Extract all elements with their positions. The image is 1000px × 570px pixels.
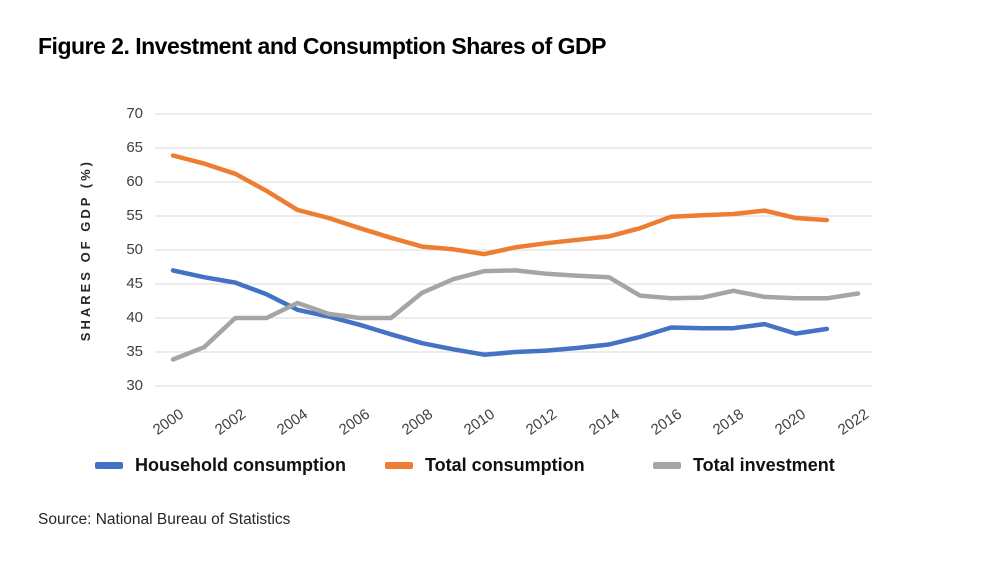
x-tick-label: 2004 <box>274 405 312 439</box>
x-tick-label: 2008 <box>398 405 436 439</box>
legend-item-total-consumption: Total consumption <box>385 453 585 477</box>
legend-label: Total investment <box>693 454 835 475</box>
x-tick-label: 2022 <box>834 405 872 439</box>
y-tick-label: 55 <box>126 207 143 224</box>
x-tick-label: 2006 <box>336 405 374 439</box>
x-tick-label: 2000 <box>149 405 187 439</box>
y-tick-label: 30 <box>126 377 143 394</box>
y-tick-label: 60 <box>126 173 143 190</box>
y-tick-label: 40 <box>126 309 143 326</box>
x-tick-label: 2002 <box>211 405 249 439</box>
x-tick-label: 2014 <box>585 405 623 439</box>
y-tick-label: 45 <box>126 275 143 292</box>
x-tick-label: 2010 <box>460 405 498 439</box>
legend-label: Total consumption <box>425 454 585 475</box>
legend-swatch-total-consumption <box>385 461 413 469</box>
x-tick-label: 2020 <box>772 405 810 439</box>
y-tick-label: 70 <box>126 105 143 122</box>
series-line-total-consumption <box>170 153 830 257</box>
legend-item-total-investment: Total investment <box>653 453 835 477</box>
legend-swatch-household-consumption <box>95 461 123 469</box>
plot-area <box>155 113 872 387</box>
legend-item-household-consumption: Household consumption <box>95 453 346 477</box>
figure-title: Figure 2. Investment and Consumption Sha… <box>38 33 606 59</box>
y-tick-label: 35 <box>126 343 143 360</box>
x-tick-label: 2018 <box>709 405 748 439</box>
y-tick-label: 65 <box>126 139 143 156</box>
series-line-total-investment <box>170 268 861 362</box>
x-tick-label: 2012 <box>523 405 561 439</box>
y-tick-label: 50 <box>126 241 143 258</box>
legend-label: Household consumption <box>135 454 346 475</box>
series-lines <box>170 153 861 362</box>
x-tick-label: 2016 <box>647 405 685 439</box>
series-line-household-consumption <box>170 268 830 357</box>
legend: Household consumption Total consumption To… <box>0 453 1000 477</box>
legend-swatch-total-investment <box>653 461 681 469</box>
source-note: Source: National Bureau of Statistics <box>38 511 291 528</box>
